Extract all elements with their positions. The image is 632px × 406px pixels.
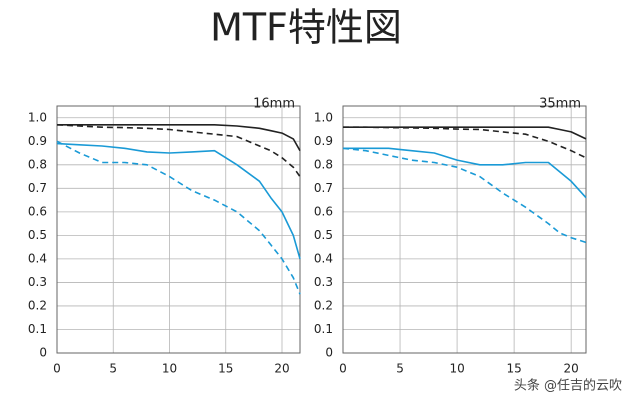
y-tick-label: 0.7 <box>314 181 333 195</box>
figure-title: MTF特性図 <box>210 6 402 50</box>
chart-subtitle: 35mm <box>539 97 581 112</box>
x-tick-label: 20 <box>564 362 579 376</box>
series-line <box>343 126 587 159</box>
chart-subtitle: 16mm <box>253 97 295 112</box>
x-tick-label: 20 <box>274 362 289 376</box>
y-tick-label: 0.4 <box>314 251 333 265</box>
y-tick-label: 0.4 <box>28 251 47 265</box>
y-tick-label: 0.9 <box>28 134 47 148</box>
y-tick-label: 0.1 <box>28 322 47 336</box>
series-line <box>56 142 301 260</box>
y-tick-label: 0 <box>325 346 333 360</box>
x-tick-label: 0 <box>53 362 61 376</box>
y-tick-label: 0.1 <box>314 322 333 336</box>
x-tick-label: 5 <box>396 362 404 376</box>
series-line <box>56 140 301 295</box>
y-tick-label: 0.5 <box>314 228 333 242</box>
y-tick-label: 0.8 <box>28 157 47 171</box>
y-tick-label: 0.6 <box>28 204 47 218</box>
x-tick-label: 10 <box>162 362 177 376</box>
y-tick-label: 0.7 <box>28 181 47 195</box>
series-line <box>343 147 587 199</box>
plot-frame <box>342 105 587 354</box>
y-tick-label: 0.2 <box>314 298 333 312</box>
y-tick-label: 0.3 <box>28 275 47 289</box>
series-line <box>342 147 587 244</box>
series-line <box>57 124 301 152</box>
y-tick-label: 0.3 <box>314 275 333 289</box>
series-line <box>56 124 301 178</box>
watermark: 头条 @任吉的云吹 <box>514 378 622 394</box>
y-tick-label: 0.9 <box>314 134 333 148</box>
x-tick-label: 10 <box>449 362 464 376</box>
x-tick-label: 15 <box>218 362 233 376</box>
y-tick-label: 1.0 <box>314 110 333 124</box>
y-tick-label: 0 <box>39 346 47 360</box>
x-tick-label: 0 <box>339 362 347 376</box>
y-tick-label: 0.5 <box>28 228 47 242</box>
y-tick-label: 0.2 <box>28 298 47 312</box>
y-tick-label: 0.6 <box>314 204 333 218</box>
x-tick-label: 15 <box>506 362 521 376</box>
x-tick-label: 5 <box>109 362 117 376</box>
y-tick-label: 1.0 <box>28 110 47 124</box>
y-tick-label: 0.8 <box>314 157 333 171</box>
plot-frame <box>56 105 301 354</box>
